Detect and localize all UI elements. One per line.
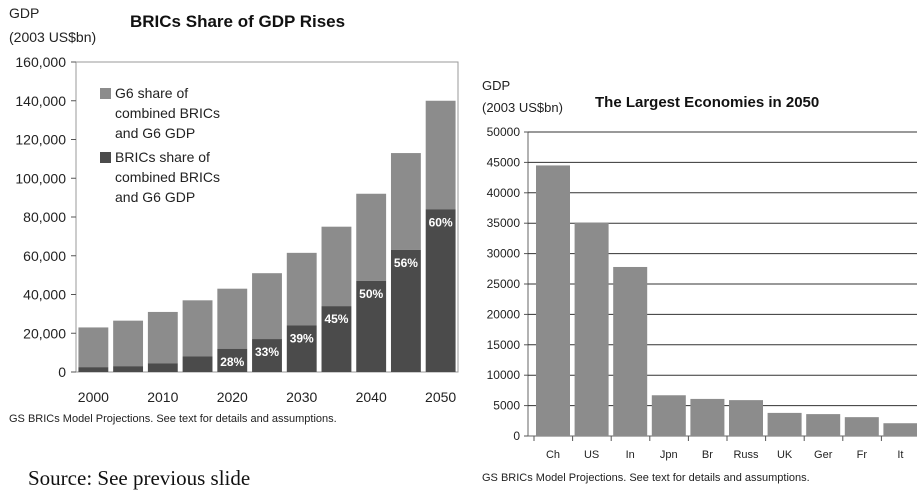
share-label: 60% <box>429 215 453 229</box>
y-axis-unit: (2003 US$bn) <box>9 29 96 45</box>
y-tick-label: 5000 <box>493 399 520 413</box>
bar-g6-2015 <box>182 300 213 357</box>
bar-g6-2035 <box>321 226 352 307</box>
x-tick-label: 2030 <box>286 389 317 405</box>
bar-Ch <box>536 165 570 436</box>
y-tick-label: 50000 <box>487 125 521 139</box>
y-axis-label: GDP <box>9 5 39 21</box>
y-tick-label: 10000 <box>487 368 521 382</box>
share-label: 33% <box>255 345 279 359</box>
footnote: GS BRICs Model Projections. See text for… <box>9 413 337 425</box>
chart-title: The Largest Economies in 2050 <box>595 94 819 111</box>
x-tick-label: Ger <box>814 449 833 461</box>
share-label: 45% <box>324 312 348 326</box>
bar-brics-2035 <box>321 306 352 372</box>
x-tick-label: UK <box>777 449 793 461</box>
bar-brics-2050 <box>425 209 456 372</box>
y-tick-label: 160,000 <box>15 54 66 70</box>
share-label: 50% <box>359 287 383 301</box>
legend-label: combined BRICs <box>115 105 220 121</box>
share-label: 28% <box>220 355 244 369</box>
x-tick-label: It <box>897 449 903 461</box>
bar-UK <box>767 412 802 436</box>
x-tick-label: Jpn <box>660 449 678 461</box>
bar-g6-2000 <box>78 327 109 368</box>
x-tick-label: 2010 <box>147 389 178 405</box>
share-label: 39% <box>290 332 314 346</box>
x-tick-label: Fr <box>857 449 868 461</box>
y-tick-label: 15000 <box>487 338 521 352</box>
legend-label: and G6 GDP <box>115 189 195 205</box>
y-tick-label: 60,000 <box>23 248 66 264</box>
x-tick-label: Ch <box>546 449 560 461</box>
bar-Russ <box>729 400 763 436</box>
y-tick-label: 120,000 <box>15 132 66 148</box>
y-tick-label: 140,000 <box>15 93 66 109</box>
y-tick-label: 80,000 <box>23 209 66 225</box>
x-tick-label: Russ <box>733 449 759 461</box>
footnote: GS BRICs Model Projections. See text for… <box>482 472 810 484</box>
y-tick-label: 40,000 <box>23 287 66 303</box>
bar-In <box>613 266 648 436</box>
y-tick-label: 20,000 <box>23 325 66 341</box>
bar-brics-2025 <box>252 339 282 372</box>
y-axis-unit: (2003 US$bn) <box>482 100 563 115</box>
bar-brics-2045 <box>390 249 421 372</box>
bar-brics-2000 <box>78 367 109 372</box>
legend-label: BRICs share of <box>115 149 210 165</box>
bar-g6-2040 <box>356 193 387 281</box>
x-tick-label: In <box>626 449 635 461</box>
bar-brics-2020 <box>217 348 248 372</box>
bar-Fr <box>844 417 879 436</box>
y-tick-label: 30000 <box>487 247 521 261</box>
bar-Jpn <box>651 395 686 436</box>
bar-brics-2005 <box>113 366 144 372</box>
bric-share-chart: GDP (2003 US$bn) BRICs Share of GDP Rises 0… <box>9 5 459 425</box>
legend-label: combined BRICs <box>115 169 220 185</box>
bar-brics-2030 <box>286 325 317 372</box>
x-tick-label: 2000 <box>78 389 109 405</box>
legend: G6 share of combined BRICs and G6 GDP BRICs… <box>100 85 220 205</box>
y-tick-label: 45000 <box>487 155 521 169</box>
bar-brics-2040 <box>356 280 387 372</box>
bar-g6-2030 <box>286 252 317 326</box>
bar-g6-2020 <box>217 288 248 349</box>
x-tick-label: 2050 <box>425 389 456 405</box>
y-tick-label: 0 <box>58 364 66 380</box>
share-label: 56% <box>394 256 418 270</box>
x-tick-label: US <box>584 449 599 461</box>
bar-Ger <box>806 414 841 436</box>
bar-brics-2015 <box>182 356 213 372</box>
bar-brics-2010 <box>147 363 178 372</box>
y-tick-label: 100,000 <box>15 170 66 186</box>
y-axis-label: GDP <box>482 78 510 93</box>
x-tick-label: Br <box>702 449 713 461</box>
legend-label: G6 share of <box>115 85 188 101</box>
bar-g6-2005 <box>113 320 144 367</box>
bar-g6-2045 <box>390 153 421 250</box>
legend-swatch <box>100 152 111 163</box>
bar-g6-2050 <box>425 100 456 210</box>
chart-title: BRICs Share of GDP Rises <box>130 12 345 31</box>
bar-It <box>883 423 917 436</box>
x-tick-label: 2040 <box>356 389 387 405</box>
y-tick-label: 25000 <box>487 277 521 291</box>
y-tick-label: 35000 <box>487 216 521 230</box>
y-tick-label: 40000 <box>487 186 521 200</box>
y-tick-label: 20000 <box>487 307 521 321</box>
bar-US <box>574 222 609 436</box>
x-tick-label: 2020 <box>217 389 248 405</box>
bar-g6-2025 <box>252 273 282 340</box>
bar-g6-2010 <box>147 311 178 364</box>
source-note: Source: See previous slide <box>28 466 251 490</box>
bar-Br <box>690 398 725 436</box>
legend-label: and G6 GDP <box>115 125 195 141</box>
largest-economies-chart: GDP (2003 US$bn) The Largest Economies in … <box>482 78 917 484</box>
y-tick-label: 0 <box>513 429 520 443</box>
legend-swatch <box>100 88 111 99</box>
